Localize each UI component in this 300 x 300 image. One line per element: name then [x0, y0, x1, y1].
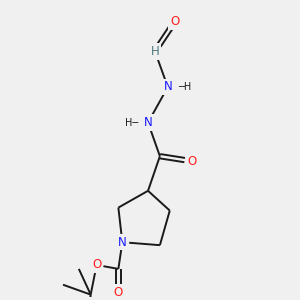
Text: N: N [144, 116, 152, 129]
Text: O: O [187, 154, 196, 168]
Text: N: N [118, 236, 127, 249]
Text: N: N [144, 116, 152, 129]
Text: O: O [170, 15, 179, 28]
Text: ─H: ─H [178, 82, 191, 92]
Text: O: O [114, 286, 123, 299]
Text: O: O [92, 258, 101, 272]
Text: N: N [164, 80, 172, 94]
Text: H: H [151, 45, 159, 58]
Text: N: N [164, 80, 172, 94]
Text: H─: H─ [125, 118, 138, 128]
